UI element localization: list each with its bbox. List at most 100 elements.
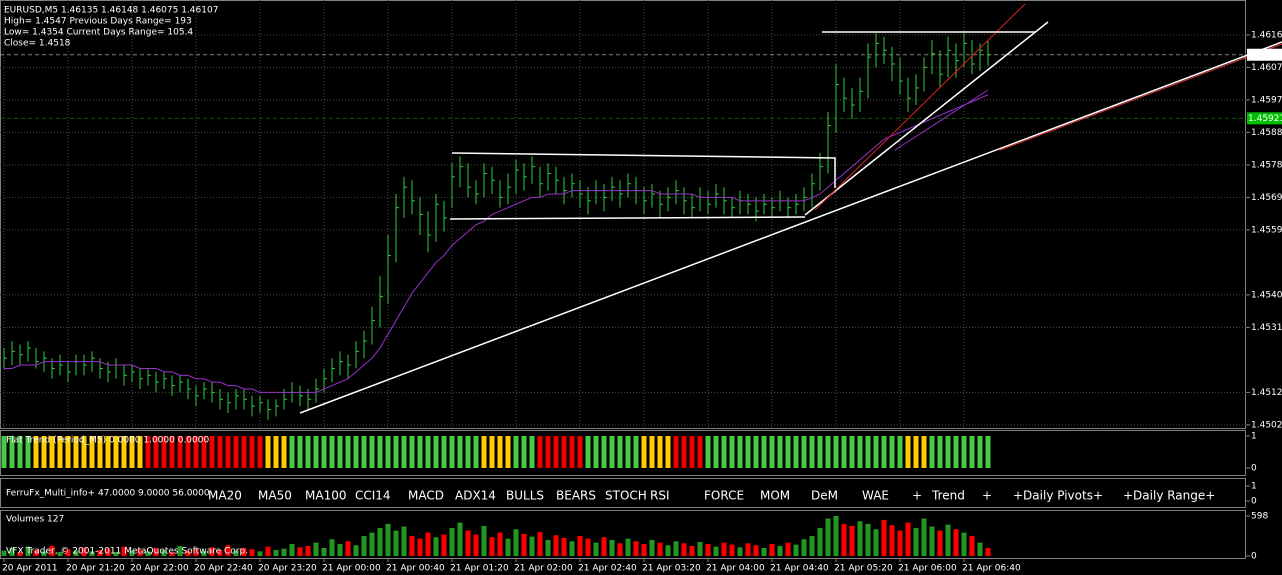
- histogram-bar: [585, 538, 591, 556]
- histogram-bar: [593, 542, 599, 556]
- histogram-bar: [737, 547, 743, 556]
- histogram-bar: [809, 535, 815, 556]
- histogram-bar: [961, 436, 967, 468]
- price-tag-box: [1247, 48, 1282, 61]
- histogram-bar: [345, 436, 351, 468]
- x-tick-label: 20 Apr 22:40: [194, 564, 253, 574]
- trend-line: [299, 41, 1282, 414]
- histogram-bar: [369, 436, 375, 468]
- histogram-bar: [129, 436, 135, 468]
- volumes-frame: [0, 510, 1246, 559]
- histogram-bar: [905, 436, 911, 468]
- histogram-bar: [121, 546, 127, 556]
- histogram-bar: [577, 436, 583, 468]
- y-tick-label: 1: [1251, 482, 1257, 492]
- credit: VFX Trader, © 2001-2011 MetaQuotes Softw…: [6, 547, 248, 557]
- range-line: [451, 152, 836, 188]
- histogram-bar: [585, 436, 591, 468]
- y-tick-label: 1.45120: [1251, 388, 1282, 398]
- indicator-label: MA50: [258, 489, 292, 503]
- indicator-label: +Daily Pivots+: [1013, 489, 1103, 503]
- histogram-bar: [697, 541, 703, 556]
- price-tag: 1.46107: [1248, 50, 1282, 60]
- indicator-label: MOM: [760, 489, 790, 503]
- histogram-bar: [33, 549, 39, 556]
- histogram-bar: [945, 524, 951, 556]
- histogram-bar: [745, 543, 751, 556]
- info-line: Low= 1.4354 Current Days Range= 105.4: [4, 28, 193, 38]
- histogram-bar: [41, 436, 47, 468]
- moving-average-line: [4, 94, 989, 393]
- histogram-bar: [153, 547, 159, 556]
- histogram-bar: [737, 436, 743, 468]
- histogram-bar: [841, 436, 847, 468]
- histogram-bar: [33, 436, 39, 468]
- y-tick-label: 1.45595: [1251, 225, 1282, 235]
- histogram-bar: [505, 538, 511, 556]
- histogram-bar: [809, 436, 815, 468]
- histogram-bar: [497, 436, 503, 468]
- indicator-label: FORCE: [704, 489, 744, 503]
- histogram-bar: [409, 535, 415, 556]
- histogram-bar: [833, 436, 839, 468]
- histogram-bar: [817, 527, 823, 556]
- histogram-bar: [705, 436, 711, 468]
- y-tick-label: 1.45310: [1251, 323, 1282, 333]
- histogram-bar: [929, 526, 935, 556]
- histogram-bar: [977, 436, 983, 468]
- histogram-bar: [897, 436, 903, 468]
- histogram-bar: [561, 436, 567, 468]
- grid-layer: [0, 0, 1250, 562]
- histogram-bar: [321, 436, 327, 468]
- x-tick-label: 20 Apr 2011: [2, 564, 58, 574]
- y-tick-label: 0: [1251, 497, 1257, 507]
- histogram-bar: [185, 550, 191, 556]
- indicator-label: ADX14: [455, 489, 496, 503]
- histogram-bar: [825, 518, 831, 556]
- histogram-bar: [297, 547, 303, 556]
- histogram-bar: [209, 547, 215, 556]
- histogram-bar: [793, 544, 799, 556]
- histogram-bar: [145, 551, 151, 556]
- histogram-bar: [361, 436, 367, 468]
- histogram-bar: [713, 546, 719, 556]
- y-tick-label: 1.45975: [1251, 95, 1282, 105]
- histogram-bar: [137, 549, 143, 556]
- histogram-bar: [145, 436, 151, 468]
- histogram-bar: [713, 436, 719, 468]
- histogram-bar: [641, 436, 647, 468]
- histogram-bar: [105, 436, 111, 468]
- x-tick-label: 21 Apr 02:00: [514, 564, 573, 574]
- multi-info-frame: [0, 478, 1246, 508]
- histogram-bar: [785, 436, 791, 468]
- histogram-bar: [833, 516, 839, 556]
- histogram-bar: [249, 436, 255, 468]
- histogram-bar: [481, 525, 487, 556]
- indicator-label: BULLS: [506, 489, 544, 503]
- histogram-bar: [889, 525, 895, 556]
- histogram-bar: [905, 522, 911, 556]
- histogram-bar: [721, 542, 727, 556]
- histogram-bar: [865, 436, 871, 468]
- marks-layer: [1, 33, 991, 556]
- histogram-bar: [169, 551, 175, 556]
- histogram-bar: [609, 436, 615, 468]
- y-tick-label: 1.45690: [1251, 193, 1282, 203]
- y-tick-label: 0: [1251, 464, 1257, 474]
- x-tick-label: 21 Apr 02:40: [578, 564, 637, 574]
- histogram-bar: [449, 527, 455, 556]
- flat-trend-frame: [0, 430, 1246, 476]
- histogram-bar: [569, 541, 575, 556]
- histogram-bar: [257, 551, 263, 556]
- histogram-bar: [409, 436, 415, 468]
- histogram-bar: [433, 537, 439, 556]
- histogram-bar: [321, 547, 327, 556]
- histogram-bar: [729, 544, 735, 556]
- histogram-bar: [177, 436, 183, 468]
- histogram-bar: [697, 436, 703, 468]
- histogram-bar: [769, 436, 775, 468]
- indicator-label: RSI: [650, 489, 670, 503]
- indicator-label: STOCH: [605, 489, 647, 503]
- histogram-bar: [625, 538, 631, 556]
- histogram-bar: [233, 436, 239, 468]
